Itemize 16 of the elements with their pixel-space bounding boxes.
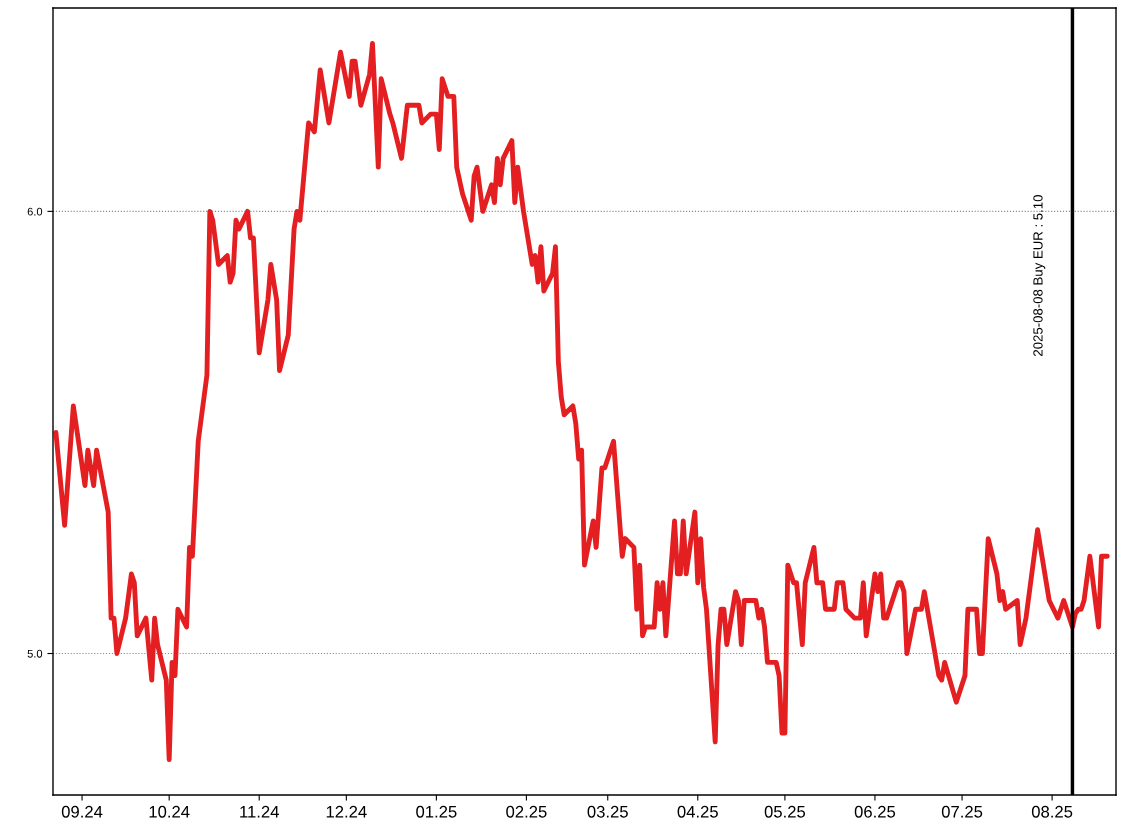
ref-line-label: 2025-08-08 Buy EUR : 5.10 bbox=[1033, 195, 1046, 356]
x-tick-label: 07.25 bbox=[941, 805, 983, 818]
x-tick-label: 02.25 bbox=[506, 805, 547, 818]
x-tick-label: 04.25 bbox=[677, 805, 718, 818]
x-tick-label: 10.24 bbox=[149, 805, 190, 818]
x-tick-label: 12.24 bbox=[326, 805, 367, 818]
x-tick-label: 11.24 bbox=[240, 805, 279, 818]
x-tick-label: 09.24 bbox=[61, 805, 103, 818]
x-tick-label: 06.25 bbox=[854, 805, 896, 818]
x-tick-label: 08.25 bbox=[1031, 805, 1073, 818]
x-tick-label: 03.25 bbox=[587, 805, 628, 818]
y-tick-label: 5.0 bbox=[27, 649, 43, 658]
x-tick-label: 05.25 bbox=[764, 805, 806, 818]
line-series bbox=[53, 40, 1110, 763]
y-tick-label: 6.0 bbox=[27, 207, 43, 216]
x-tick-label: 01.25 bbox=[416, 805, 457, 818]
